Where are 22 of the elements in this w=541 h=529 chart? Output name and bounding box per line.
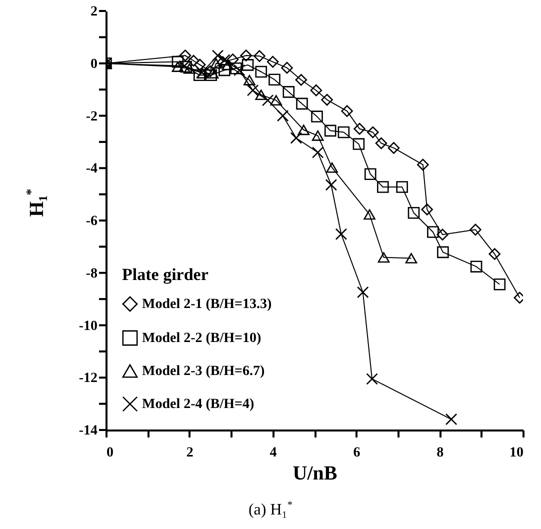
y-tick-label: -2: [86, 109, 98, 124]
x-tick-label: 6: [353, 446, 360, 460]
y-tick-label: -10: [78, 318, 98, 334]
y-tick-label: -6: [86, 214, 98, 229]
x-tick-label: 8: [436, 446, 444, 460]
text: (a) H₁$^{*}$: [247, 500, 294, 520]
legend-label: Model 2-1 (B/H=13.3): [142, 297, 272, 312]
x-tick-label: 2: [186, 446, 194, 460]
x-tick-label: 4: [270, 446, 277, 460]
x-axis-title: U/nB: [292, 462, 338, 484]
y-tick-label: -14: [78, 424, 98, 438]
y-tick-label: -12: [78, 371, 98, 386]
x-tick-label: 10: [510, 446, 524, 460]
y-tick-label: 0: [90, 56, 98, 72]
legend-label: Model 2-2 (B/H=10): [142, 331, 262, 346]
y-tick-label: -8: [86, 266, 98, 282]
y-tick-label: 2: [90, 4, 98, 20]
x-tick-label: 0: [106, 446, 114, 460]
legend-label: Model 2-4 (B/H=4): [142, 397, 255, 412]
legend-title: Plate girder: [122, 265, 209, 284]
legend-label: Model 2-3 (B/H=6.7): [142, 364, 266, 379]
y-tick-label: -4: [86, 162, 98, 177]
